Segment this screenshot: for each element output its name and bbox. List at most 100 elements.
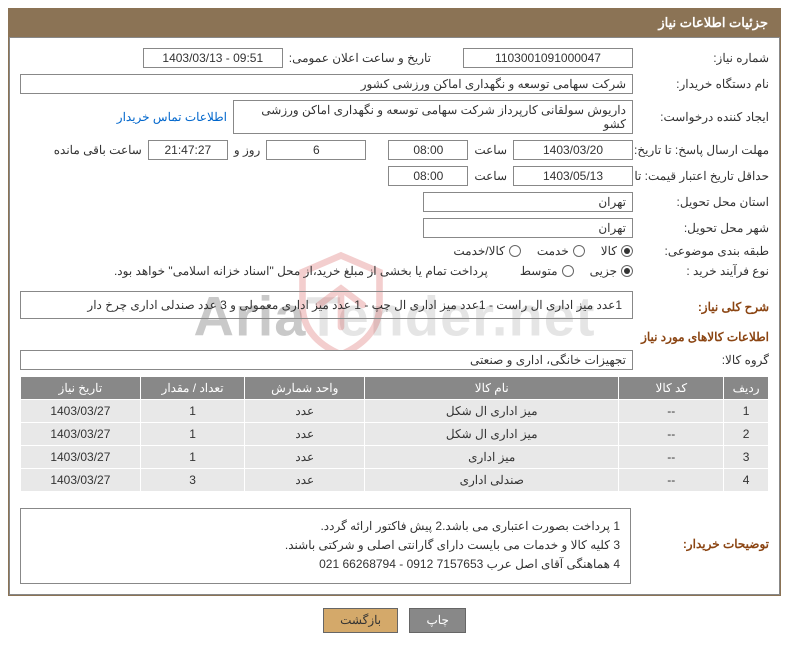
table-cell: 1403/03/27 xyxy=(21,423,141,446)
panel-body: AriaTender.net شماره نیاز: 1103001091000… xyxy=(9,37,780,595)
subject-class-label: طبقه بندی موضوعی: xyxy=(639,244,769,258)
purchase-process-radios: جزیی متوسط xyxy=(520,264,633,278)
purchase-process-label: نوع فرآیند خرید : xyxy=(639,264,769,278)
row-buyer-notes: توضیحات خریدار: 1 پرداخت بصورت اعتباری م… xyxy=(20,500,769,584)
table-cell: عدد xyxy=(245,469,365,492)
radio-jozei[interactable]: جزیی xyxy=(590,264,633,278)
row-general-desc: شرح کلی نیاز: 1عدد میز اداری ال راست - 1… xyxy=(20,290,769,320)
deadline-time: 08:00 xyxy=(388,140,468,160)
table-cell: 1 xyxy=(140,423,245,446)
payment-note: پرداخت تمام یا بخشی از مبلغ خرید،از محل … xyxy=(114,264,488,278)
button-row: چاپ بازگشت xyxy=(8,608,781,633)
row-min-validity: حداقل تاریخ اعتبار قیمت: تا 1403/05/13 س… xyxy=(20,166,769,186)
buyer-org-label: نام دستگاه خریدار: xyxy=(639,77,769,91)
row-purchase-process: نوع فرآیند خرید : جزیی متوسط پرداخت تمام… xyxy=(20,264,769,278)
requester-value: داریوش سولقانی کارپرداز شرکت سهامی توسعه… xyxy=(233,100,633,134)
general-desc-value: 1عدد میز اداری ال راست - 1عدد میز اداری … xyxy=(20,291,633,319)
table-cell: عدد xyxy=(245,446,365,469)
table-header-cell: تاریخ نیاز xyxy=(21,377,141,400)
days-count: 6 xyxy=(266,140,366,160)
table-cell: 1 xyxy=(724,400,769,423)
table-row: 1--میز اداری ال شکلعدد11403/03/27 xyxy=(21,400,769,423)
table-cell: -- xyxy=(619,423,724,446)
panel-title: جزئیات اطلاعات نیاز xyxy=(9,9,780,37)
buyer-contact-link[interactable]: اطلاعات تماس خریدار xyxy=(117,110,227,124)
radio-icon xyxy=(573,245,585,257)
table-cell: میز اداری xyxy=(365,446,619,469)
remaining-label: ساعت باقی مانده xyxy=(54,143,142,157)
radio-icon xyxy=(621,245,633,257)
table-cell: 1 xyxy=(140,446,245,469)
radio-kala-khedmat[interactable]: کالا/خدمت xyxy=(453,244,520,258)
radio-icon xyxy=(621,265,633,277)
buyer-notes-label: توضیحات خریدار: xyxy=(639,537,769,551)
notes-line: 3 کلیه کالا و خدمات می بایست دارای گاران… xyxy=(31,536,620,555)
requester-label: ایجاد کننده درخواست: xyxy=(639,110,769,124)
need-no-value: 1103001091000047 xyxy=(463,48,633,68)
announce-label: تاریخ و ساعت اعلان عمومی: xyxy=(289,51,431,65)
min-validity-date: 1403/05/13 xyxy=(513,166,633,186)
row-group: گروه کالا: تجهیزات خانگی، اداری و صنعتی xyxy=(20,350,769,370)
table-cell: -- xyxy=(619,400,724,423)
table-cell: 4 xyxy=(724,469,769,492)
delivery-province-label: استان محل تحویل: xyxy=(639,195,769,209)
min-validity-time: 08:00 xyxy=(388,166,468,186)
table-cell: صندلی اداری xyxy=(365,469,619,492)
table-row: 2--میز اداری ال شکلعدد11403/03/27 xyxy=(21,423,769,446)
general-desc-label: شرح کلی نیاز: xyxy=(639,300,769,314)
table-cell: 2 xyxy=(724,423,769,446)
table-header-cell: واحد شمارش xyxy=(245,377,365,400)
delivery-city-value: تهران xyxy=(423,218,633,238)
row-deadline: مهلت ارسال پاسخ: تا تاریخ: 1403/03/20 سا… xyxy=(20,140,769,160)
table-cell: -- xyxy=(619,446,724,469)
table-header-cell: تعداد / مقدار xyxy=(140,377,245,400)
row-need-no: شماره نیاز: 1103001091000047 تاریخ و ساع… xyxy=(20,48,769,68)
radio-icon xyxy=(509,245,521,257)
row-subject-class: طبقه بندی موضوعی: کالا خدمت کالا/خدمت xyxy=(20,244,769,258)
table-cell: 1 xyxy=(140,400,245,423)
table-cell: عدد xyxy=(245,423,365,446)
deadline-time-label: ساعت xyxy=(474,143,507,157)
radio-icon xyxy=(562,265,574,277)
table-row: 3--میز اداریعدد11403/03/27 xyxy=(21,446,769,469)
group-label: گروه کالا: xyxy=(639,353,769,367)
notes-line: 4 هماهنگی آقای اصل عرب 7157653 0912 - 66… xyxy=(31,555,620,574)
print-button[interactable]: چاپ xyxy=(409,608,465,633)
row-delivery-city: شهر محل تحویل: تهران xyxy=(20,218,769,238)
radio-khedmat[interactable]: خدمت xyxy=(537,244,585,258)
deadline-date: 1403/03/20 xyxy=(513,140,633,160)
back-button[interactable]: بازگشت xyxy=(323,608,398,633)
min-validity-label: حداقل تاریخ اعتبار قیمت: تا xyxy=(639,169,769,183)
buyer-notes-box: 1 پرداخت بصورت اعتباری می باشد.2 پیش فاک… xyxy=(20,508,631,584)
delivery-city-label: شهر محل تحویل: xyxy=(639,221,769,235)
main-panel: جزئیات اطلاعات نیاز AriaTender.net شماره… xyxy=(8,8,781,596)
row-delivery-province: استان محل تحویل: تهران xyxy=(20,192,769,212)
items-table: ردیفکد کالانام کالاواحد شمارشتعداد / مقد… xyxy=(20,376,769,492)
radio-motevaset[interactable]: متوسط xyxy=(520,264,574,278)
remaining-time: 21:47:27 xyxy=(148,140,228,160)
min-validity-time-label: ساعت xyxy=(474,169,507,183)
delivery-province-value: تهران xyxy=(423,192,633,212)
table-header-cell: نام کالا xyxy=(365,377,619,400)
table-header-cell: کد کالا xyxy=(619,377,724,400)
announce-value: 1403/03/13 - 09:51 xyxy=(143,48,283,68)
notes-line: 1 پرداخت بصورت اعتباری می باشد.2 پیش فاک… xyxy=(31,517,620,536)
table-row: 4--صندلی اداریعدد31403/03/27 xyxy=(21,469,769,492)
radio-kala[interactable]: کالا xyxy=(601,244,633,258)
table-cell: 1403/03/27 xyxy=(21,469,141,492)
table-cell: 1403/03/27 xyxy=(21,446,141,469)
table-header-cell: ردیف xyxy=(724,377,769,400)
row-requester: ایجاد کننده درخواست: داریوش سولقانی کارپ… xyxy=(20,100,769,134)
row-buyer-org: نام دستگاه خریدار: شرکت سهامی توسعه و نگ… xyxy=(20,74,769,94)
group-value: تجهیزات خانگی، اداری و صنعتی xyxy=(20,350,633,370)
table-cell: 3 xyxy=(140,469,245,492)
table-cell: میز اداری ال شکل xyxy=(365,400,619,423)
days-and-label: روز و xyxy=(234,143,261,157)
subject-class-radios: کالا خدمت کالا/خدمت xyxy=(453,244,633,258)
need-no-label: شماره نیاز: xyxy=(639,51,769,65)
deadline-label: مهلت ارسال پاسخ: تا تاریخ: xyxy=(639,143,769,157)
items-section-title: اطلاعات کالاهای مورد نیاز xyxy=(20,330,769,344)
table-cell: میز اداری ال شکل xyxy=(365,423,619,446)
table-cell: 3 xyxy=(724,446,769,469)
table-cell: 1403/03/27 xyxy=(21,400,141,423)
